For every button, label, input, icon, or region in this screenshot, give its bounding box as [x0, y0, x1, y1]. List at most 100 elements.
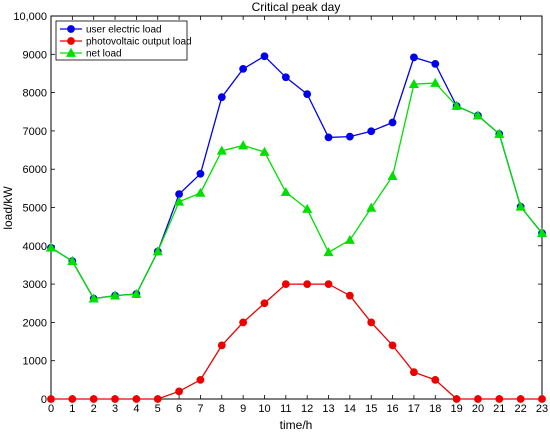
legend-swatch-marker: [65, 47, 77, 57]
x-tick-label: 11: [280, 403, 291, 415]
y-tick-label: 10,000: [13, 11, 47, 23]
data-point: [259, 146, 270, 156]
legend-entry: photovoltaic output load: [60, 37, 192, 48]
x-tick-label: 20: [472, 403, 484, 415]
x-tick-label: 4: [133, 403, 139, 415]
plot-area: [50, 15, 543, 400]
data-point: [536, 227, 548, 238]
x-tick-label: 10: [258, 403, 270, 415]
data-point: [281, 280, 290, 289]
legend-entry: user electric load: [60, 25, 162, 36]
data-point: [515, 201, 526, 211]
x-tick-label: 17: [408, 403, 420, 415]
x-tick-label: 14: [344, 403, 356, 415]
data-point: [89, 395, 98, 403]
data-point: [345, 291, 354, 300]
data-point: [217, 341, 226, 350]
data-point: [111, 395, 119, 403]
x-tick-label: 18: [429, 403, 441, 415]
data-point: [260, 299, 269, 308]
x-tick-label: 13: [322, 403, 334, 415]
data-point: [452, 395, 461, 403]
y-axis-ticks: 0 1000 2000 3000 4000 5000 6000 7000 8000 9000 10,…: [13, 11, 542, 406]
data-point: [324, 133, 333, 142]
y-tick-label: 9000: [23, 49, 47, 61]
x-tick-label: 9: [240, 403, 246, 415]
y-tick-label: 7000: [23, 126, 47, 138]
data-point: [366, 202, 377, 212]
series-net-load: [45, 77, 548, 303]
data-point: [217, 93, 226, 102]
y-tick-label: 8000: [23, 88, 47, 100]
x-tick-label: 16: [386, 403, 398, 415]
legend-label: user electric load: [86, 25, 162, 36]
x-tick-label: 21: [493, 403, 505, 415]
legend-swatch-marker: [67, 25, 75, 33]
x-tick-label: 15: [365, 403, 377, 415]
data-point: [302, 203, 313, 213]
x-axis-label: time/h: [280, 418, 313, 432]
data-point: [451, 100, 462, 110]
x-tick-label: 1: [69, 403, 75, 415]
series-layer: [45, 52, 548, 403]
data-point: [431, 375, 440, 384]
y-tick-label: 5000: [23, 203, 47, 215]
y-tick-label: 6000: [23, 164, 47, 176]
data-point: [280, 186, 291, 197]
x-tick-label: 5: [155, 403, 161, 415]
data-point: [281, 73, 290, 82]
data-point: [410, 53, 418, 62]
data-point: [387, 170, 398, 180]
data-point: [344, 234, 355, 244]
data-point: [345, 132, 354, 141]
data-point: [153, 395, 162, 403]
data-point: [260, 52, 269, 61]
chart-title: Critical peak day: [252, 0, 341, 14]
y-tick-label: 3000: [23, 279, 47, 291]
y-tick-label: 1000: [23, 356, 47, 368]
legend-entry: net load: [60, 47, 122, 60]
data-point: [47, 395, 55, 403]
legend-label: net load: [86, 49, 122, 60]
data-point: [88, 293, 99, 303]
data-point: [175, 387, 183, 396]
data-point: [538, 395, 546, 403]
x-tick-label: 6: [176, 403, 182, 415]
data-point: [367, 127, 376, 136]
data-point: [239, 64, 248, 73]
data-point: [196, 169, 205, 178]
data-point: [388, 341, 397, 350]
data-point: [367, 318, 376, 327]
x-axis-ticks: 0 1 2 3 4 5 6 7 8 9 10 11 12 13 14 15 16 17 18 19 20 21 22 23: [48, 16, 548, 415]
y-tick-label: 2000: [23, 317, 47, 329]
data-point: [388, 118, 397, 127]
data-point: [431, 59, 440, 68]
data-point: [323, 247, 334, 257]
y-axis-label: load/kW: [1, 186, 15, 230]
data-point: [430, 77, 441, 87]
data-point: [68, 395, 77, 403]
data-point: [474, 395, 482, 403]
data-point: [45, 242, 57, 252]
data-point: [472, 110, 484, 120]
data-point: [67, 255, 78, 265]
legend-label: photovoltaic output load: [86, 37, 192, 48]
data-point: [195, 187, 206, 197]
x-tick-label: 23: [536, 403, 548, 415]
data-point: [303, 90, 312, 99]
x-tick-label: 12: [301, 403, 313, 415]
data-point: [410, 368, 418, 377]
data-point: [239, 318, 248, 327]
data-point: [408, 78, 419, 89]
x-tick-label: 8: [219, 403, 225, 415]
data-point: [174, 196, 185, 206]
data-point: [216, 145, 227, 155]
data-point: [516, 395, 525, 403]
data-point: [152, 246, 163, 256]
x-tick-label: 3: [112, 403, 118, 415]
x-tick-label: 7: [197, 403, 203, 415]
x-tick-label: 0: [48, 403, 54, 415]
x-tick-label: 22: [515, 403, 527, 415]
